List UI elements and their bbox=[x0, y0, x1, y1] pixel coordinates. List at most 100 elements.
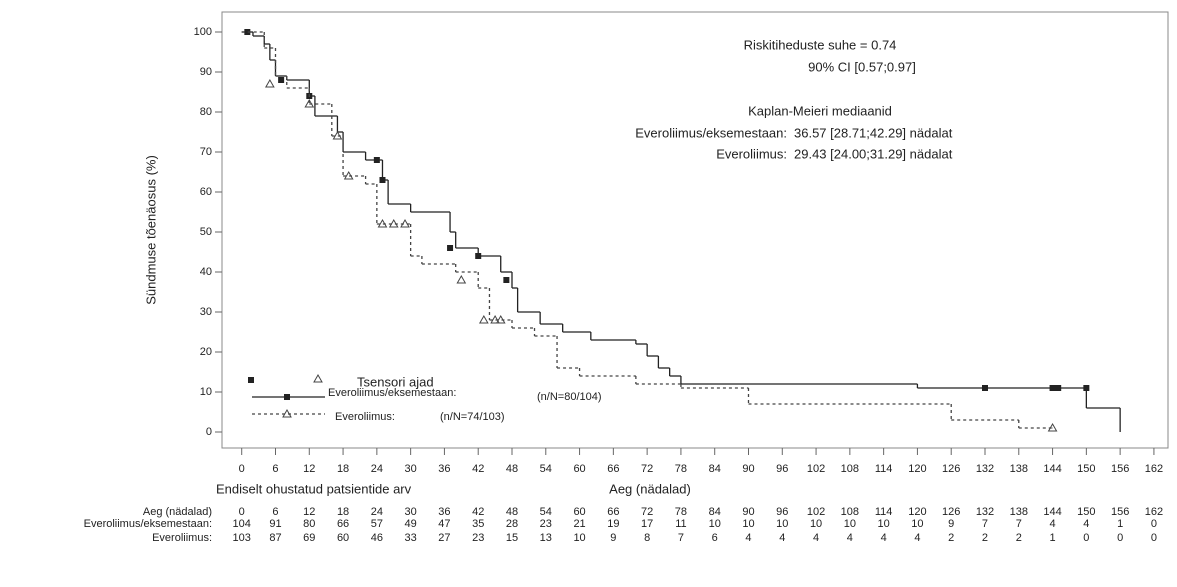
y-tick-label: 0 bbox=[206, 426, 212, 438]
x-tick-label: 150 bbox=[1077, 463, 1095, 475]
hr-text: Riskitiheduste suhe = 0.74 bbox=[744, 37, 897, 52]
risk-count: 10 bbox=[810, 518, 822, 530]
x-tick-label: 120 bbox=[908, 463, 926, 475]
censor-mark bbox=[343, 170, 354, 180]
y-tick-label: 50 bbox=[200, 226, 212, 238]
risk-time: 132 bbox=[976, 506, 994, 518]
x-tick-label: 144 bbox=[1043, 463, 1061, 475]
risk-count: 17 bbox=[641, 518, 653, 530]
risk-time: 138 bbox=[1010, 506, 1028, 518]
risk-time: 78 bbox=[675, 506, 687, 518]
median-label: Everoliimus: bbox=[716, 146, 787, 161]
censor-mark bbox=[304, 98, 315, 108]
median-text: 29.43 [24.00;31.29] nädalat bbox=[794, 146, 953, 161]
censor-mark bbox=[1083, 385, 1090, 391]
x-tick-label: 36 bbox=[438, 463, 450, 475]
x-tick-label: 42 bbox=[472, 463, 484, 475]
legend-label: Everoliimus: bbox=[335, 411, 395, 423]
risk-count: 7 bbox=[678, 532, 684, 544]
y-tick-label: 20 bbox=[200, 346, 212, 358]
risk-count: 23 bbox=[472, 532, 484, 544]
x-tick-label: 18 bbox=[337, 463, 349, 475]
y-tick-label: 100 bbox=[194, 26, 212, 38]
legend-censor-key bbox=[313, 373, 323, 383]
risk-count: 69 bbox=[303, 532, 315, 544]
risk-time: 108 bbox=[841, 506, 859, 518]
risk-count: 10 bbox=[776, 518, 788, 530]
x-tick-label: 138 bbox=[1010, 463, 1028, 475]
x-tick-label: 30 bbox=[405, 463, 417, 475]
risk-time: 18 bbox=[337, 506, 349, 518]
x-tick-label: 72 bbox=[641, 463, 653, 475]
censor-mark bbox=[478, 314, 489, 324]
risk-count: 80 bbox=[303, 518, 315, 530]
risk-time: 102 bbox=[807, 506, 825, 518]
censor-mark bbox=[1055, 385, 1062, 391]
legend-marker bbox=[284, 394, 290, 400]
risk-count: 4 bbox=[881, 532, 887, 544]
risk-count: 10 bbox=[573, 532, 585, 544]
risk-count: 33 bbox=[405, 532, 417, 544]
x-tick-label: 126 bbox=[942, 463, 960, 475]
censor-mark bbox=[373, 157, 380, 163]
risk-time-label: Aeg (nädalad) bbox=[143, 506, 212, 518]
risk-count: 4 bbox=[745, 532, 751, 544]
legend-marker bbox=[282, 408, 292, 418]
legend-label: Everoliimus/eksemestaan: bbox=[328, 387, 456, 399]
risk-count: 10 bbox=[911, 518, 923, 530]
risk-time: 30 bbox=[405, 506, 417, 518]
risk-time: 6 bbox=[272, 506, 278, 518]
risk-time: 12 bbox=[303, 506, 315, 518]
censor-mark bbox=[503, 277, 510, 283]
risk-time: 126 bbox=[942, 506, 960, 518]
risk-count: 47 bbox=[438, 518, 450, 530]
y-tick-label: 10 bbox=[200, 386, 212, 398]
x-tick-label: 108 bbox=[841, 463, 859, 475]
x-tick-label: 96 bbox=[776, 463, 788, 475]
risk-time: 84 bbox=[709, 506, 721, 518]
risk-count: 10 bbox=[742, 518, 754, 530]
y-axis-title: Sündmuse tõenäosus (%) bbox=[143, 155, 158, 305]
y-tick-label: 60 bbox=[200, 186, 212, 198]
risk-time: 120 bbox=[908, 506, 926, 518]
censor-mark bbox=[981, 385, 988, 391]
risk-count: 4 bbox=[779, 532, 785, 544]
risk-count: 35 bbox=[472, 518, 484, 530]
risk-count: 15 bbox=[506, 532, 518, 544]
risk-count: 87 bbox=[269, 532, 281, 544]
risk-time: 66 bbox=[607, 506, 619, 518]
risk-count: 27 bbox=[438, 532, 450, 544]
risk-count: 66 bbox=[337, 518, 349, 530]
risk-count: 2 bbox=[1016, 532, 1022, 544]
x-tick-label: 156 bbox=[1111, 463, 1129, 475]
x-tick-label: 132 bbox=[976, 463, 994, 475]
risk-count: 10 bbox=[844, 518, 856, 530]
censor-mark bbox=[456, 274, 467, 284]
censor-mark bbox=[1047, 422, 1058, 432]
censor-mark bbox=[332, 130, 343, 140]
median-title: Kaplan-Meieri mediaanid bbox=[748, 103, 892, 118]
risk-count: 4 bbox=[914, 532, 920, 544]
risk-time: 96 bbox=[776, 506, 788, 518]
risk-time: 54 bbox=[540, 506, 552, 518]
risk-count: 10 bbox=[709, 518, 721, 530]
legend-n: (n/N=80/104) bbox=[537, 391, 602, 403]
risk-count: 6 bbox=[712, 532, 718, 544]
x-tick-label: 114 bbox=[875, 463, 893, 475]
risk-time: 162 bbox=[1145, 506, 1163, 518]
censor-mark bbox=[244, 29, 251, 35]
risk-time: 90 bbox=[742, 506, 754, 518]
x-tick-label: 54 bbox=[540, 463, 552, 475]
risk-count: 23 bbox=[540, 518, 552, 530]
risk-time: 0 bbox=[239, 506, 245, 518]
x-tick-label: 6 bbox=[272, 463, 278, 475]
y-tick-label: 70 bbox=[200, 146, 212, 158]
risk-count: 28 bbox=[506, 518, 518, 530]
x-tick-label: 102 bbox=[807, 463, 825, 475]
censor-mark bbox=[265, 78, 275, 88]
risk-count: 4 bbox=[1050, 518, 1056, 530]
risk-time: 48 bbox=[506, 506, 518, 518]
censor-mark bbox=[1049, 385, 1056, 391]
risk-count: 0 bbox=[1151, 518, 1157, 530]
